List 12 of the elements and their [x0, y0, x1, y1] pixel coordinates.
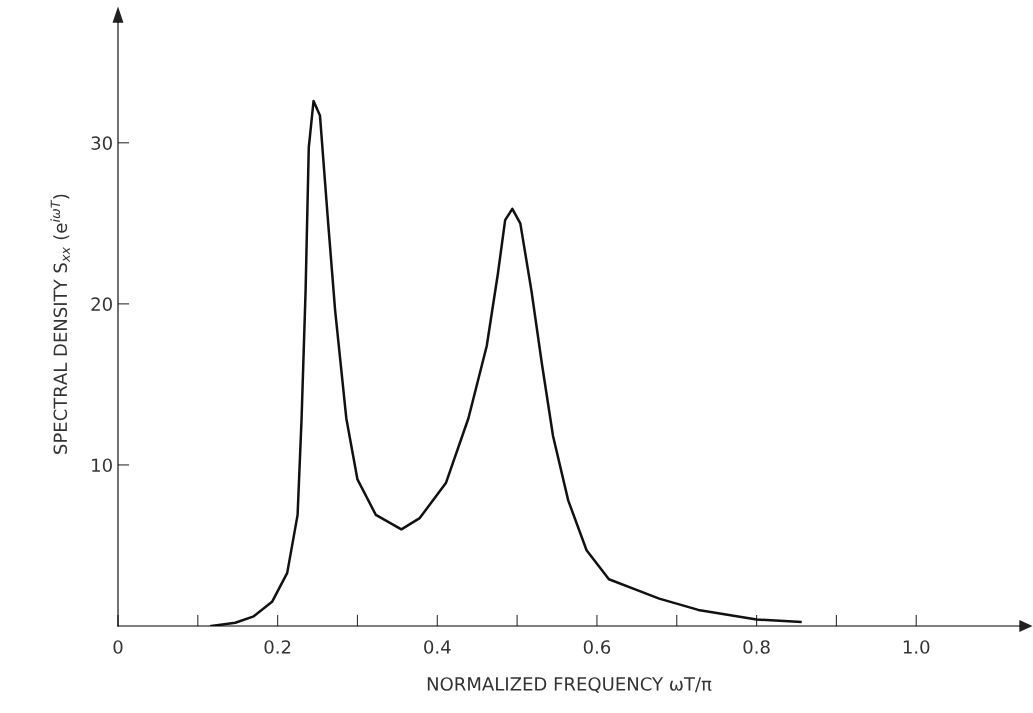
y-tick-label: 30 — [91, 136, 112, 150]
x-tick-label: 1.0 — [903, 640, 930, 654]
x-tick-label: 0.8 — [743, 640, 770, 654]
x-tick-label: 0.4 — [424, 640, 451, 654]
x-axis-title: NORMALIZED FREQUENCY ωT/π — [427, 677, 712, 693]
line-series — [210, 99, 802, 626]
y-tick-label: 10 — [92, 458, 112, 473]
x-tick-label: 0.6 — [583, 640, 611, 654]
x-tick-label: 0.2 — [264, 640, 291, 654]
y-tick-label: 20 — [91, 297, 112, 311]
y-axis-title: SPECTRAL DENSITY S$_{xx}$ (e$^{iωT}$) — [50, 194, 70, 454]
x-tick-label: 0 — [113, 640, 123, 654]
